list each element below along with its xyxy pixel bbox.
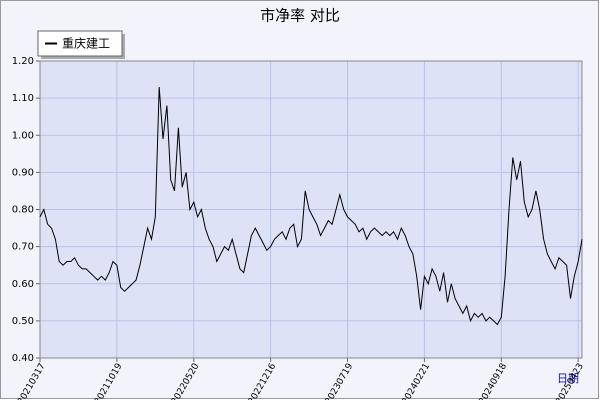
y-tick-label: 1.00 bbox=[12, 130, 34, 141]
y-tick-label: 1.10 bbox=[12, 93, 34, 104]
y-tick-label: 1.20 bbox=[12, 56, 34, 67]
x-axis-label: 日期 bbox=[557, 372, 579, 385]
y-tick-label: 0.70 bbox=[12, 242, 34, 253]
data-line bbox=[39, 86, 583, 326]
legend: 重庆建工 bbox=[37, 30, 125, 59]
plot-border bbox=[39, 60, 583, 359]
legend-label: 重庆建工 bbox=[62, 37, 110, 51]
y-tick-label: 0.60 bbox=[12, 279, 34, 290]
y-tick-label: 0.40 bbox=[12, 353, 34, 364]
chart-title: 市净率 对比 bbox=[260, 7, 340, 25]
y-tick-label: 0.80 bbox=[12, 205, 34, 216]
y-tick-label: 0.90 bbox=[12, 167, 34, 178]
y-tick-label: 0.50 bbox=[12, 316, 34, 327]
